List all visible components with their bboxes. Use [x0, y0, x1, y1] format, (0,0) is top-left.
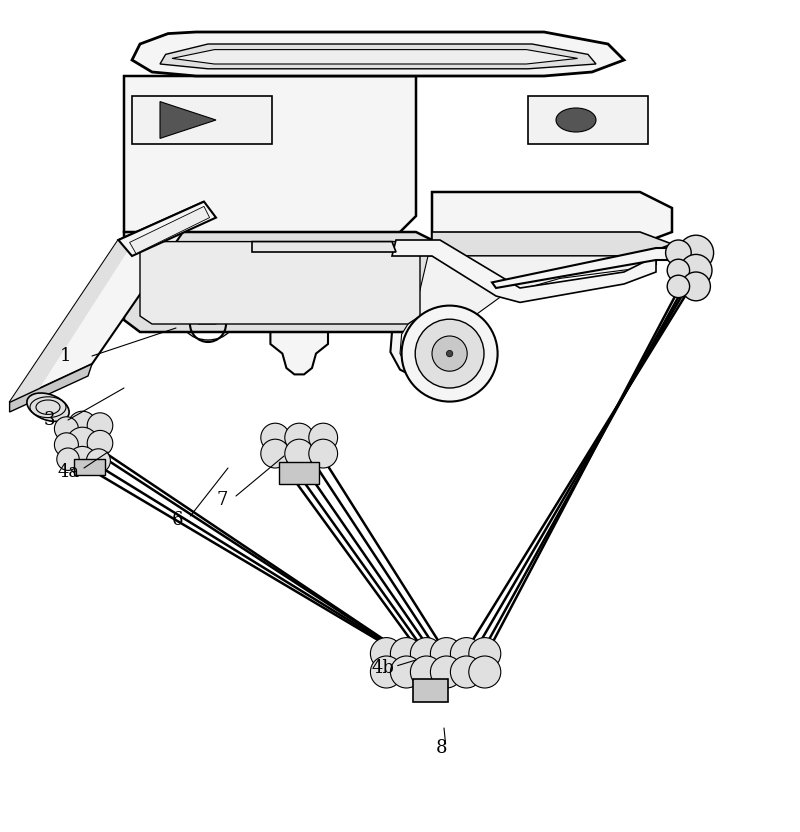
- Circle shape: [309, 423, 338, 452]
- Ellipse shape: [27, 393, 69, 421]
- Circle shape: [54, 433, 78, 457]
- Circle shape: [309, 439, 338, 468]
- Polygon shape: [432, 232, 672, 256]
- Circle shape: [415, 319, 484, 388]
- Polygon shape: [190, 280, 224, 324]
- Circle shape: [390, 656, 422, 688]
- Circle shape: [402, 305, 498, 402]
- Circle shape: [682, 272, 710, 301]
- Polygon shape: [160, 44, 596, 69]
- Circle shape: [450, 637, 482, 670]
- Circle shape: [261, 439, 290, 468]
- Polygon shape: [140, 241, 420, 324]
- Text: 1: 1: [60, 347, 71, 365]
- Polygon shape: [160, 102, 216, 138]
- Text: 4a: 4a: [58, 463, 80, 481]
- Polygon shape: [432, 192, 672, 244]
- Text: 8: 8: [436, 739, 447, 757]
- Polygon shape: [392, 240, 656, 302]
- Polygon shape: [124, 232, 432, 332]
- Polygon shape: [124, 76, 416, 244]
- Polygon shape: [118, 201, 216, 256]
- Circle shape: [450, 656, 482, 688]
- Circle shape: [86, 448, 110, 473]
- Circle shape: [66, 427, 98, 459]
- Circle shape: [87, 413, 113, 438]
- Polygon shape: [270, 240, 328, 374]
- Circle shape: [285, 439, 314, 468]
- Circle shape: [469, 637, 501, 670]
- Circle shape: [370, 637, 402, 670]
- Bar: [413, 679, 448, 701]
- Polygon shape: [528, 96, 648, 144]
- Polygon shape: [290, 244, 312, 304]
- Circle shape: [68, 447, 97, 475]
- Polygon shape: [132, 96, 272, 144]
- Polygon shape: [124, 240, 292, 329]
- Circle shape: [430, 637, 462, 670]
- Circle shape: [390, 637, 422, 670]
- Circle shape: [680, 255, 712, 286]
- Polygon shape: [492, 248, 696, 288]
- Polygon shape: [130, 206, 210, 254]
- Circle shape: [432, 336, 467, 371]
- Circle shape: [285, 423, 314, 452]
- Polygon shape: [400, 256, 640, 368]
- Circle shape: [370, 656, 402, 688]
- Circle shape: [87, 430, 113, 456]
- Circle shape: [57, 448, 79, 470]
- Text: 3: 3: [44, 411, 55, 429]
- Circle shape: [469, 656, 501, 688]
- Bar: [74, 459, 105, 475]
- Text: 6: 6: [172, 511, 183, 529]
- Polygon shape: [132, 32, 624, 76]
- Circle shape: [261, 423, 290, 452]
- Circle shape: [430, 656, 462, 688]
- Bar: [279, 462, 319, 484]
- Text: 4b: 4b: [372, 659, 395, 677]
- Circle shape: [68, 411, 97, 440]
- Ellipse shape: [556, 108, 596, 132]
- Circle shape: [667, 260, 690, 281]
- Circle shape: [54, 417, 78, 441]
- Circle shape: [666, 240, 691, 265]
- Circle shape: [410, 637, 442, 670]
- Polygon shape: [10, 232, 140, 403]
- Polygon shape: [10, 364, 92, 412]
- Circle shape: [678, 235, 714, 270]
- Circle shape: [446, 350, 453, 357]
- Polygon shape: [172, 50, 578, 64]
- Circle shape: [667, 275, 690, 298]
- Polygon shape: [10, 201, 204, 403]
- Polygon shape: [252, 241, 396, 252]
- Text: 7: 7: [216, 491, 227, 509]
- Circle shape: [410, 656, 442, 688]
- Polygon shape: [390, 244, 656, 378]
